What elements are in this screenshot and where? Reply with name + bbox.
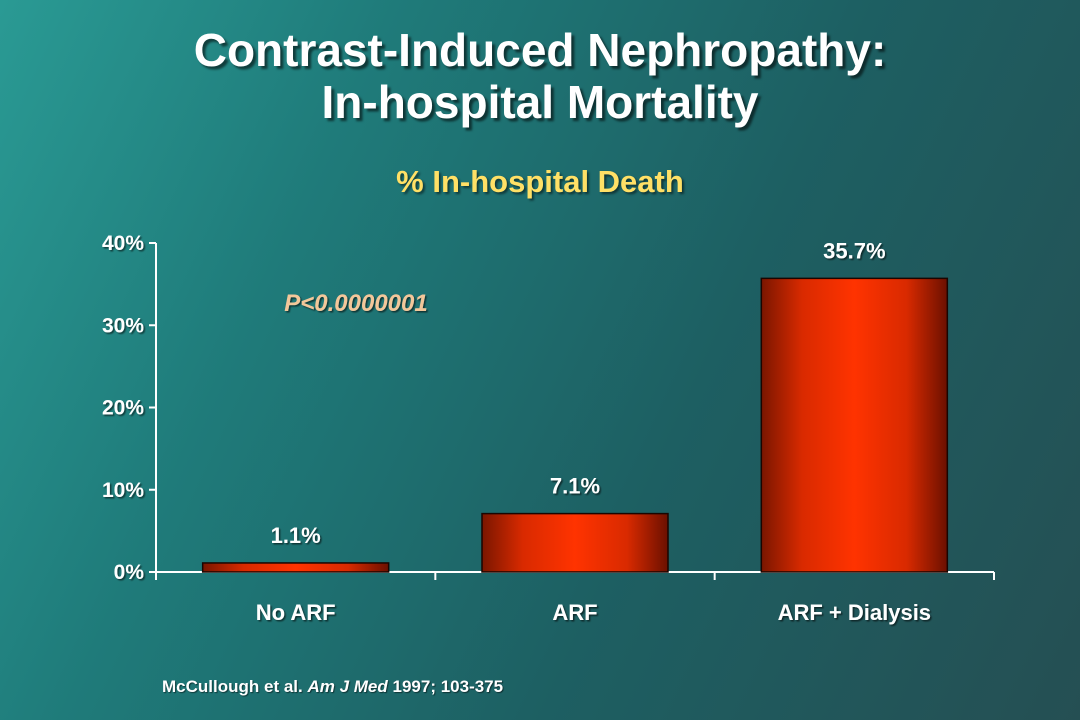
citation-details: 1997; 103-375 — [392, 677, 504, 696]
bar-data-label: 7.1% — [550, 474, 600, 499]
p-value-annotation: P<0.0000001 — [284, 290, 427, 317]
slide-title-line-2: In-hospital Mortality — [321, 76, 759, 128]
y-tick-label: 20% — [102, 397, 144, 420]
y-tick-label: 0% — [114, 561, 145, 584]
x-category-label: ARF — [552, 600, 597, 625]
bar — [760, 277, 949, 573]
x-category-label: ARF + Dialysis — [778, 600, 931, 625]
citation-journal: Am J Med — [307, 677, 388, 696]
slide-title: Contrast-Induced Nephropathy: In-hospita… — [0, 24, 1080, 128]
y-tick-label: 30% — [102, 314, 144, 337]
bar-data-label: 35.7% — [823, 238, 885, 263]
x-category-label: No ARF — [256, 600, 336, 625]
y-tick-label: 10% — [102, 479, 144, 502]
chart-title: % In-hospital Death — [396, 164, 684, 199]
y-tick-label: 40% — [102, 232, 144, 255]
bar-data-label: 1.1% — [271, 523, 321, 548]
bar — [201, 562, 390, 573]
citation: McCullough et al. Am J Med 1997; 103-375 — [162, 677, 503, 697]
bar — [481, 512, 669, 573]
citation-authors: McCullough et al. — [162, 677, 303, 696]
slide-title-line-1: Contrast-Induced Nephropathy: — [193, 24, 887, 76]
